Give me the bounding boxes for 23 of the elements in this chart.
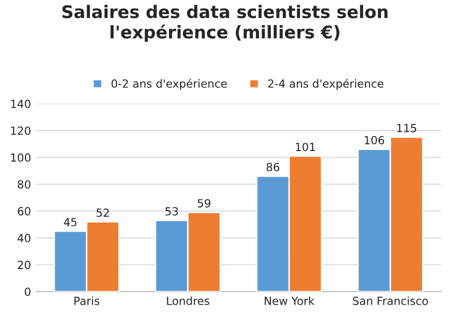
data-label: 115 [397, 124, 416, 132]
x-tick-label: New York [264, 296, 315, 306]
chart-title: Salaires des data scientists selon l'expérience (milliers €) [62, 4, 388, 42]
y-tick-label: 0 [24, 288, 30, 296]
data-label: 101 [296, 142, 315, 152]
data-label: 53 [165, 207, 178, 216]
y-tick-label: 20 [18, 260, 30, 270]
y-tick-label: 140 [11, 100, 30, 108]
y-tick-label: 100 [11, 153, 30, 162]
legend-label: 0-2 ans d'expérience [112, 78, 227, 90]
data-label: 52 [96, 208, 109, 217]
data-label: 106 [364, 136, 384, 144]
x-tick-label: Londres [167, 296, 210, 306]
legend-label: 2-4 ans d'expérience [268, 78, 384, 90]
data-label: 45 [64, 218, 77, 226]
data-label: 59 [198, 199, 210, 208]
y-tick-label: 120 [11, 126, 30, 135]
x-tick-label: Paris [74, 296, 100, 306]
y-tick-label: 80 [18, 180, 30, 189]
data-label: 86 [266, 162, 280, 172]
y-tick-label: 40 [18, 234, 30, 242]
x-tick-label: San Francisco [352, 296, 428, 306]
y-tick-label: 60 [18, 207, 30, 216]
